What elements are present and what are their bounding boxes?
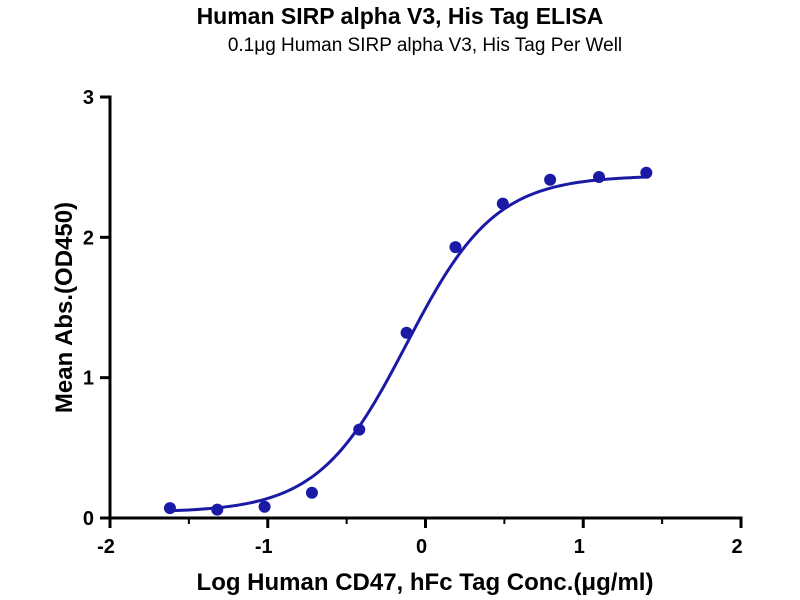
y-ticks: 0 1 2 3	[83, 87, 110, 530]
data-point	[353, 423, 366, 436]
data-point	[449, 241, 462, 254]
data-point	[305, 486, 318, 499]
y-tick-label: 1	[83, 368, 94, 390]
x-tick-label: 1	[574, 536, 585, 558]
data-point	[593, 170, 606, 183]
data-point	[258, 500, 271, 513]
x-tick-label: 0	[416, 536, 427, 558]
x-tick-label: -1	[255, 536, 273, 558]
data-point	[211, 503, 224, 516]
x-tick-label: 2	[731, 536, 742, 558]
y-tick-label: 3	[83, 87, 94, 109]
x-ticks: -2 -1 0 1 2	[97, 518, 743, 558]
x-tick-label: -2	[97, 536, 115, 558]
fit-curve	[169, 175, 647, 513]
chart-subtitle: 0.1μg Human SIRP alpha V3, His Tag Per W…	[227, 35, 623, 56]
y-axis-title: Mean Abs.(OD450)	[51, 202, 78, 413]
chart-title: Human SIRP alpha V3, His Tag ELISA	[196, 3, 604, 29]
y-tick-label: 0	[83, 508, 94, 530]
data-point	[400, 326, 413, 339]
x-axis-title: Log Human CD47, hFc Tag Conc.(μg/ml)	[197, 569, 654, 596]
data-point	[544, 173, 557, 186]
y-tick-label: 2	[83, 227, 94, 249]
data-point	[496, 197, 509, 210]
axes: -2 -1 0 1 2 0 1 2 3	[83, 87, 743, 558]
data-point	[640, 166, 653, 179]
data-points	[163, 166, 653, 516]
data-point	[163, 502, 176, 515]
